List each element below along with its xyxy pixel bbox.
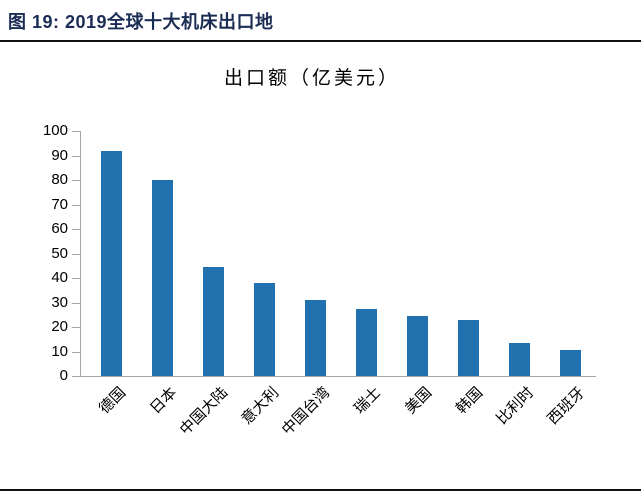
y-axis-tick bbox=[72, 131, 80, 132]
y-axis-tick bbox=[72, 302, 80, 304]
bar-中国台湾 bbox=[305, 300, 326, 376]
y-axis-tick bbox=[72, 351, 80, 353]
y-axis-line bbox=[80, 131, 81, 376]
y-axis-tick-label: 70 bbox=[51, 195, 68, 213]
y-axis-tick-label: 20 bbox=[51, 318, 68, 335]
footer-divider bbox=[0, 489, 641, 491]
bar-瑞士 bbox=[356, 308, 377, 376]
bar-意大利 bbox=[254, 282, 275, 376]
y-axis-tick-label: 100 bbox=[42, 122, 68, 139]
y-axis-tick-label: 40 bbox=[51, 269, 68, 286]
y-axis-tick bbox=[72, 327, 80, 328]
chart-title: 出口额（亿美元） bbox=[223, 68, 400, 89]
y-axis-tick bbox=[72, 180, 80, 181]
y-axis-tick-label: 30 bbox=[51, 293, 68, 311]
bar-德国 bbox=[101, 150, 122, 376]
y-axis-tick-label: 90 bbox=[51, 146, 68, 164]
header-divider bbox=[0, 40, 641, 42]
bar-中国大陆 bbox=[203, 266, 224, 376]
bar-美国 bbox=[407, 315, 428, 376]
y-axis-tick bbox=[72, 204, 80, 206]
x-axis-line bbox=[80, 376, 596, 377]
figure-caption: 图 19: 2019全球十大机床出口地 bbox=[8, 12, 274, 32]
bar-韩国 bbox=[458, 319, 479, 376]
y-axis-tick bbox=[72, 278, 80, 279]
bar-比利时 bbox=[509, 343, 530, 376]
y-axis-tick-label: 10 bbox=[51, 342, 68, 360]
bar-西班牙 bbox=[560, 350, 581, 376]
y-axis-tick bbox=[72, 253, 80, 255]
y-axis-tick bbox=[72, 376, 80, 377]
y-axis-tick-label: 80 bbox=[51, 171, 68, 188]
y-axis-tick bbox=[72, 155, 80, 157]
y-axis-tick-label: 60 bbox=[51, 220, 68, 237]
bar-日本 bbox=[152, 180, 173, 376]
y-axis-tick-label: 50 bbox=[51, 244, 68, 262]
y-axis-tick-label: 0 bbox=[59, 367, 68, 384]
y-axis-tick bbox=[72, 229, 80, 230]
